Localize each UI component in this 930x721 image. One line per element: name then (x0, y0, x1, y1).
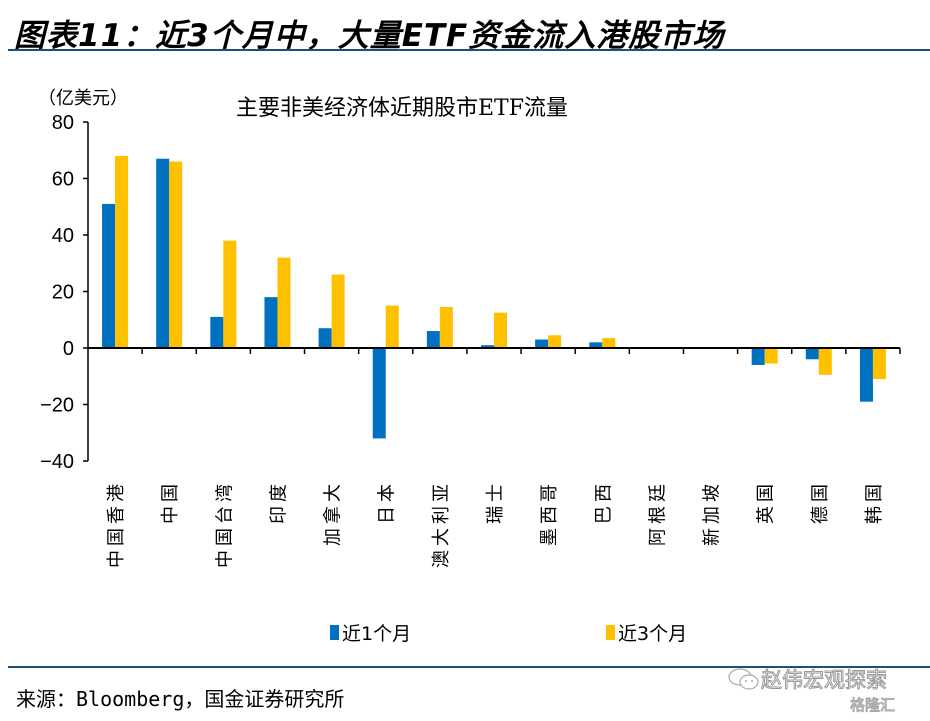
bar-3m (818, 348, 832, 375)
bar-3m (331, 274, 345, 348)
figure-title: 图表11：近3个月中，大量ETF资金流入港股市场 (14, 18, 725, 54)
watermark-site: 格隆汇 (849, 696, 896, 715)
y-tick-label: 20 (52, 282, 74, 304)
bar-1m (264, 297, 278, 348)
x-category-label: 加拿大 (322, 480, 344, 546)
chart-title: 主要非美经济体近期股市ETF流量 (236, 96, 568, 121)
y-tick-label: 40 (52, 225, 74, 247)
y-tick-label: 80 (52, 112, 74, 134)
x-category-label: 中国香港 (106, 480, 127, 568)
bar-3m (764, 348, 778, 364)
legend-item-3m: 近3个月 (606, 619, 687, 646)
bar-3m (494, 312, 507, 348)
x-category-label: 澳大利亚 (431, 480, 452, 568)
bar-1m (318, 328, 332, 348)
y-tick-label: −40 (40, 451, 74, 473)
bar-chart: 80 60 40 20 0 −20 −40 中国香港 中国 中国台湾 印度 加拿大 日本 澳大利亚 瑞士 墨西… (40, 112, 901, 568)
bottom-divider (8, 666, 930, 668)
bar-3m (385, 305, 399, 348)
x-category-label: 印度 (268, 480, 289, 524)
x-category-label: 墨西哥 (539, 480, 560, 546)
x-category-label: 巴西 (593, 480, 614, 524)
bar-1m (210, 316, 224, 348)
x-category-label: 阿根廷 (647, 480, 668, 546)
bar-3m (872, 348, 886, 380)
bar-3m (115, 155, 129, 348)
x-category-label: 日本 (377, 480, 398, 524)
bar-3m (277, 257, 291, 348)
watermark-account: 赵伟宏观探索 (727, 664, 888, 694)
x-category-label: 韩国 (864, 480, 885, 524)
y-axis-unit-label: （亿美元） (38, 88, 128, 109)
bar-1m (589, 342, 603, 348)
bar-3m (223, 240, 237, 348)
bar-1m (481, 345, 494, 348)
x-category-label: 瑞士 (485, 480, 506, 524)
y-tick-label: 60 (52, 169, 74, 191)
bar-1m (102, 203, 116, 348)
legend-label-3m: 近3个月 (618, 623, 688, 645)
bar-1m (535, 339, 549, 348)
top-divider (8, 49, 930, 51)
bar-3m (602, 338, 616, 348)
bar-1m (805, 348, 819, 360)
bar-3m (439, 307, 453, 348)
legend-swatch-yellow (606, 625, 615, 640)
x-category-label: 新加坡 (702, 480, 723, 546)
bar-1m (156, 158, 170, 348)
bar-3m (548, 335, 562, 348)
x-category-label: 英国 (756, 480, 777, 524)
x-category-label: 德国 (810, 480, 831, 524)
watermark-account-text: 赵伟宏观探索 (761, 668, 888, 693)
bar-1m (372, 348, 386, 439)
y-tick-label: 0 (63, 338, 74, 360)
x-category-label: 中国 (160, 480, 181, 524)
bar-3m (169, 161, 183, 348)
wechat-icon (728, 668, 759, 690)
y-tick-label: −20 (40, 395, 74, 417)
legend-label-1m: 近1个月 (342, 623, 412, 645)
source-note: 来源：Bloomberg，国金证券研究所 (16, 687, 345, 711)
x-category-label: 中国台湾 (214, 480, 235, 568)
bar-1m (859, 348, 873, 402)
bar-1m (751, 348, 765, 365)
bar-1m (426, 331, 440, 348)
legend-swatch-blue (330, 625, 339, 640)
legend-item-1m: 近1个月 (330, 619, 411, 646)
